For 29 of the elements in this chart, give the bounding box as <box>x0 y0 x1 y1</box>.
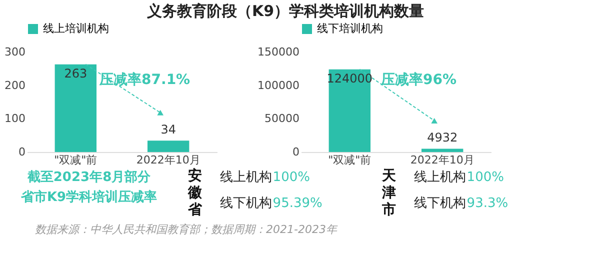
text: 义务教育阶段（K9）学科类培训机构数量 <box>146 2 424 20</box>
x-tick-label: "双减"前 <box>328 154 372 166</box>
text: 天津市 <box>381 168 397 218</box>
annotation: 压减率96% <box>380 71 457 88</box>
data-label: 4932 <box>427 130 458 145</box>
y-tick-label: 50000 <box>264 112 300 126</box>
y-tick-label: 0 <box>18 146 26 158</box>
x-tick-label: "双减"前 <box>54 154 98 166</box>
data-label: 263 <box>64 66 88 80</box>
text: 截至2023年8月部分 <box>26 169 152 185</box>
text: 省市K9学科培训压减率 <box>20 189 158 205</box>
y-tick-label: 200 <box>4 78 26 92</box>
source-note: 数据来源：中华人民共和国教育部；数据周期：2021-2023年 <box>35 223 338 236</box>
x-tick-label: 2022年10月 <box>136 154 200 166</box>
y-tick-label: 100000 <box>258 78 300 92</box>
text: 线上机构100% <box>220 170 310 185</box>
text: 线下机构95.39% <box>220 196 322 211</box>
annotation: 压减率87.1% <box>98 71 190 88</box>
legend-label: 线上培训机构 <box>43 22 109 35</box>
x-tick-label: 2022年10月 <box>410 154 474 166</box>
text: 线上机构100% <box>414 170 504 185</box>
text: 线下机构93.3% <box>414 196 508 211</box>
data-label: 34 <box>160 122 176 137</box>
legend-label: 线下培训机构 <box>317 22 383 35</box>
y-tick-label: 300 <box>4 46 26 58</box>
y-tick-label: 150000 <box>258 46 300 58</box>
y-tick-label: 100 <box>4 112 26 126</box>
text: 安徽省 <box>187 167 203 218</box>
y-tick-label: 0 <box>292 146 300 158</box>
